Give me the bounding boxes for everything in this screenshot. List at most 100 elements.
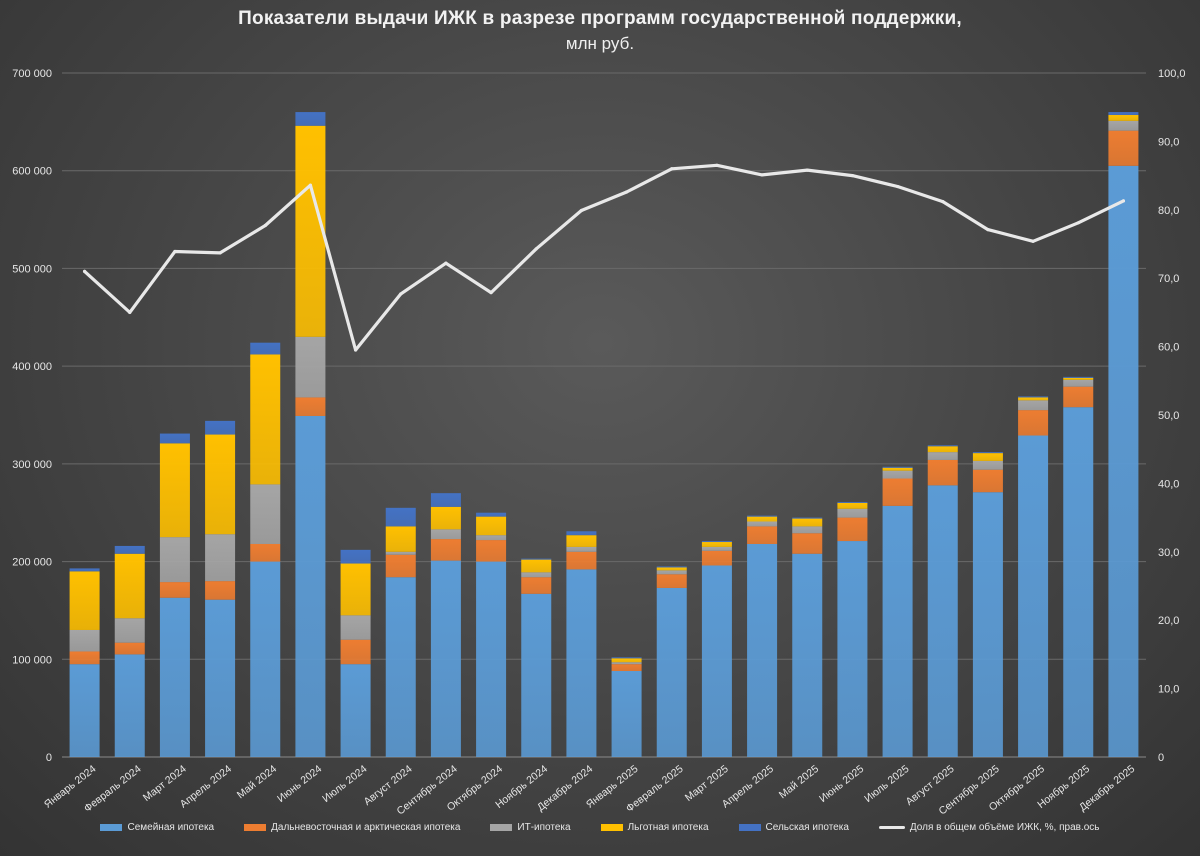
bar-preferential: [837, 502, 868, 509]
y-left-tick-label: 700 000: [12, 68, 52, 80]
bar-fareast: [521, 577, 552, 594]
bar-family: [792, 553, 823, 757]
bar-preferential: [927, 446, 958, 453]
share-line-point: [1031, 239, 1035, 243]
bar-family: [972, 492, 1003, 757]
bar-rural: [837, 501, 868, 503]
bar-preferential: [972, 453, 1003, 461]
legend-label-share-line: Доля в общем объёме ИЖК, %, прав.ось: [909, 822, 1100, 833]
bar-preferential: [566, 535, 597, 547]
bar-family: [747, 543, 778, 757]
y-left-tick-label: 500 000: [12, 263, 52, 275]
bar-rural: [792, 517, 823, 519]
bar-rural: [340, 549, 371, 564]
bar-family: [250, 561, 281, 757]
legend-item-family: Семейная ипотека: [100, 822, 214, 833]
share-line-point: [941, 199, 945, 204]
bar-preferential: [114, 553, 145, 619]
bar-fareast: [972, 469, 1003, 493]
y-right-tick-label: 90,0: [1158, 136, 1179, 148]
share-line-point: [760, 173, 764, 177]
bar-fareast: [882, 478, 913, 506]
bar-preferential: [521, 559, 552, 573]
legend-item-rural: Сельская ипотека: [738, 822, 849, 833]
share-line-point: [1076, 221, 1080, 225]
bar-it: [476, 535, 507, 541]
bar-rural: [159, 433, 190, 444]
bar-rural: [430, 493, 461, 507]
bar-preferential: [1063, 377, 1094, 380]
x-tick-label: Май 2025: [777, 763, 821, 801]
legend-swatch-preferential: [600, 824, 623, 831]
y-right-tick-label: 70,0: [1158, 273, 1179, 285]
bar-fareast: [340, 639, 371, 665]
bar-preferential: [430, 506, 461, 530]
bar-rural: [1063, 376, 1094, 378]
chart-title: Показатели выдачи ИЖК в разрезе программ…: [238, 8, 962, 29]
bar-it: [1108, 120, 1139, 131]
bar-it: [385, 551, 416, 555]
bar-it: [972, 460, 1003, 470]
share-line-series: [82, 163, 1126, 352]
bar-fareast: [747, 526, 778, 544]
y-left-tick-label: 300 000: [12, 459, 52, 471]
bar-family: [837, 541, 868, 757]
bar-preferential: [1018, 397, 1049, 401]
bar-fareast: [205, 581, 236, 600]
bar-fareast: [701, 550, 732, 566]
bar-preferential: [701, 542, 732, 547]
bar-family: [385, 577, 416, 757]
legend-label-it: ИТ-ипотека: [517, 822, 571, 833]
bar-family: [656, 587, 687, 757]
bar-preferential: [205, 434, 236, 535]
y-left-tick-label: 0: [46, 752, 52, 764]
legend-label-fareast: Дальневосточная и арктическая ипотека: [271, 822, 461, 833]
y-right-tick-label: 100,0: [1158, 68, 1186, 80]
bar-preferential: [295, 125, 326, 337]
bar-rural: [69, 568, 100, 572]
bar-preferential: [882, 467, 913, 471]
chart-subtitle: млн руб.: [565, 34, 635, 53]
bar-it: [837, 508, 868, 518]
bar-it: [656, 570, 687, 575]
x-tick-label: Июнь 2025: [817, 763, 866, 805]
bar-it: [611, 662, 642, 665]
share-line-point: [399, 292, 403, 296]
legend-label-preferential: Льготная ипотека: [627, 822, 709, 833]
bar-fareast: [385, 554, 416, 578]
bar-it: [430, 529, 461, 540]
bar-preferential: [747, 516, 778, 522]
bar-preferential: [1108, 115, 1139, 121]
bar-family: [476, 561, 507, 757]
bar-rural: [1108, 112, 1139, 116]
y-left-tick-label: 200 000: [12, 557, 52, 569]
bar-rural: [927, 445, 958, 447]
bar-family: [701, 565, 732, 757]
share-line-point: [128, 310, 132, 314]
bar-it: [927, 452, 958, 460]
bar-rural: [205, 420, 236, 435]
bar-preferential: [385, 526, 416, 552]
y-right-tick-label: 50,0: [1158, 410, 1179, 422]
bar-fareast: [837, 517, 868, 542]
bar-it: [792, 526, 823, 534]
bar-rural: [701, 541, 732, 543]
share-line-point: [715, 163, 719, 167]
bar-fareast: [476, 540, 507, 562]
bar-it: [566, 546, 597, 552]
share-line-point: [579, 208, 584, 213]
bar-it: [250, 484, 281, 544]
bar-rural: [1018, 396, 1049, 398]
share-line-point: [1121, 199, 1126, 203]
bar-family: [882, 505, 913, 757]
bar-family: [1063, 407, 1094, 757]
bar-rural: [611, 657, 642, 659]
bar-family: [159, 597, 190, 757]
bar-family: [295, 415, 326, 757]
share-line-point: [173, 249, 177, 254]
y-right-tick-label: 60,0: [1158, 342, 1179, 354]
bar-fareast: [1018, 410, 1049, 436]
bar-it: [114, 618, 145, 643]
bar-rural: [250, 342, 281, 355]
